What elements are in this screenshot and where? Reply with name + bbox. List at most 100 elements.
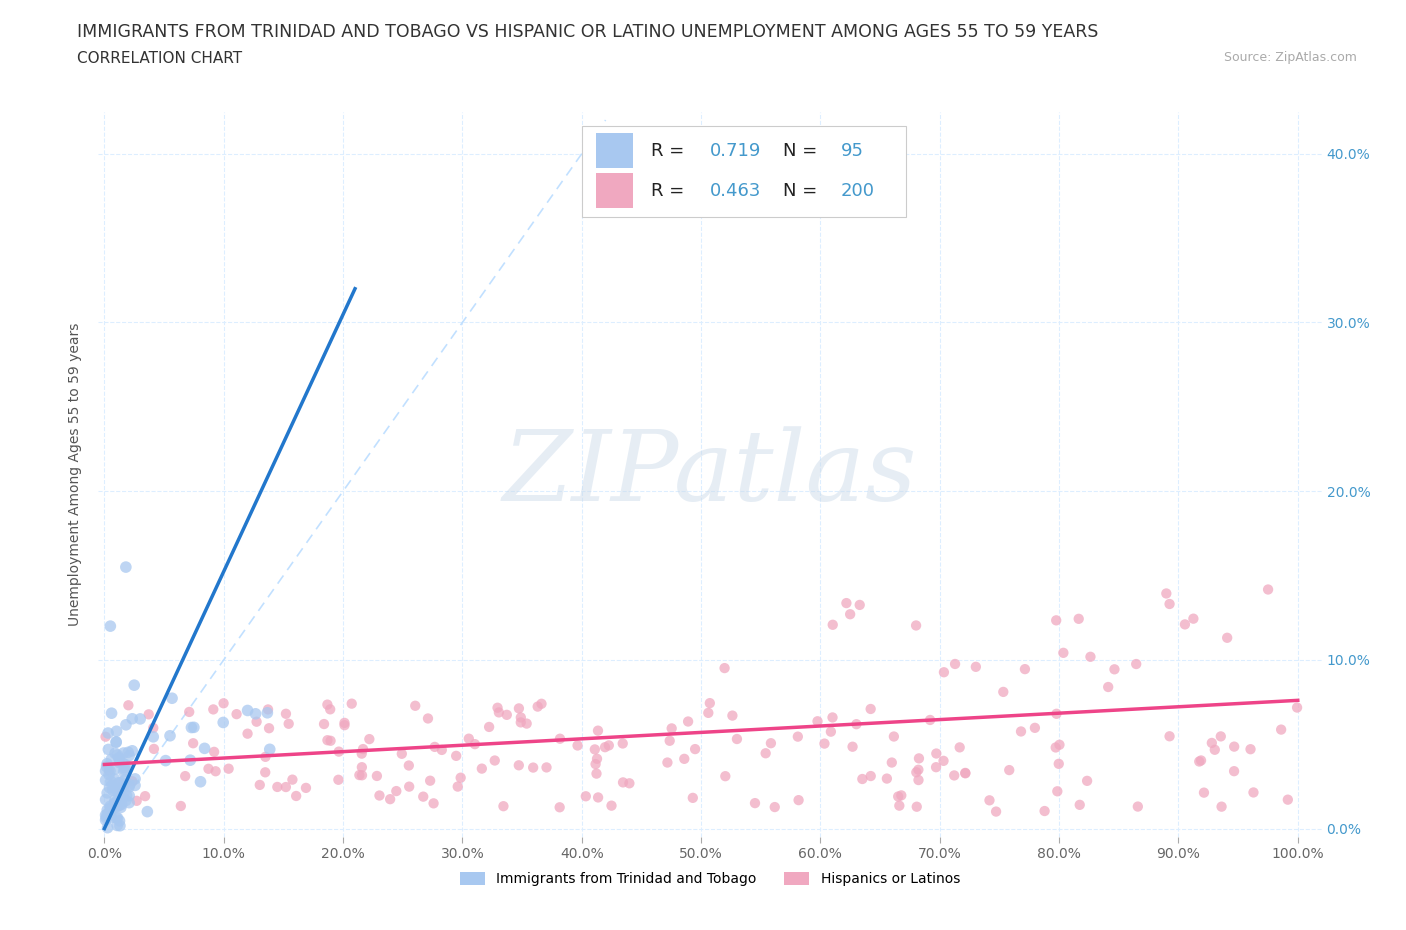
Point bbox=[350, 746, 373, 761]
Point bbox=[998, 763, 1021, 777]
Point bbox=[725, 732, 748, 747]
Point bbox=[536, 760, 558, 775]
Point bbox=[889, 798, 911, 813]
Point bbox=[98, 618, 121, 633]
Point bbox=[256, 705, 278, 720]
Point bbox=[96, 806, 118, 821]
Point bbox=[949, 740, 972, 755]
Point bbox=[905, 618, 928, 633]
Point bbox=[586, 790, 609, 804]
Point bbox=[180, 720, 202, 735]
Point bbox=[457, 731, 479, 746]
Point bbox=[1182, 611, 1205, 626]
Point bbox=[94, 764, 117, 778]
Point bbox=[218, 762, 240, 777]
Point bbox=[159, 728, 181, 743]
Point bbox=[890, 788, 912, 803]
Point bbox=[121, 743, 143, 758]
Point bbox=[1188, 754, 1211, 769]
Point bbox=[96, 820, 118, 835]
Point bbox=[118, 748, 141, 763]
Point bbox=[115, 560, 138, 575]
Point bbox=[249, 777, 271, 792]
Point bbox=[118, 795, 141, 810]
Point bbox=[1069, 797, 1091, 812]
Point bbox=[1126, 799, 1149, 814]
Point bbox=[1223, 764, 1246, 778]
Point bbox=[1052, 645, 1074, 660]
Point bbox=[96, 810, 118, 825]
Point bbox=[97, 725, 120, 740]
Point bbox=[1204, 742, 1226, 757]
Point bbox=[744, 796, 766, 811]
Point bbox=[236, 703, 259, 718]
Point bbox=[107, 748, 129, 763]
Point bbox=[1067, 611, 1090, 626]
Point bbox=[492, 799, 515, 814]
Point bbox=[181, 736, 204, 751]
Point bbox=[101, 778, 124, 793]
Point bbox=[94, 813, 117, 828]
Point bbox=[274, 779, 297, 794]
Point bbox=[108, 751, 131, 765]
Point bbox=[349, 767, 371, 782]
Point bbox=[160, 691, 183, 706]
Point bbox=[955, 765, 977, 780]
Point bbox=[333, 715, 356, 730]
Point bbox=[333, 718, 356, 733]
Point bbox=[98, 767, 121, 782]
Point bbox=[530, 697, 553, 711]
Point bbox=[111, 756, 134, 771]
Point bbox=[104, 746, 127, 761]
Y-axis label: Unemployment Among Ages 55 to 59 years: Unemployment Among Ages 55 to 59 years bbox=[69, 323, 83, 626]
Point bbox=[281, 772, 304, 787]
Point bbox=[183, 720, 205, 735]
Point bbox=[129, 711, 152, 726]
Point bbox=[96, 786, 118, 801]
Text: ZIPatlas: ZIPatlas bbox=[503, 427, 917, 522]
Point bbox=[548, 800, 571, 815]
Point bbox=[190, 775, 212, 790]
Point bbox=[352, 741, 374, 756]
Text: N =: N = bbox=[783, 181, 824, 200]
Point bbox=[673, 751, 696, 766]
Point bbox=[925, 746, 948, 761]
Point bbox=[1239, 742, 1261, 757]
Point bbox=[100, 774, 122, 789]
Point bbox=[1049, 737, 1071, 752]
Point bbox=[763, 800, 786, 815]
Point bbox=[486, 700, 509, 715]
Text: CORRELATION CHART: CORRELATION CHART bbox=[77, 51, 242, 66]
Point bbox=[97, 763, 120, 777]
Point bbox=[697, 706, 720, 721]
Point bbox=[368, 788, 391, 803]
Legend: Immigrants from Trinidad and Tobago, Hispanics or Latinos: Immigrants from Trinidad and Tobago, His… bbox=[454, 867, 966, 892]
Point bbox=[1159, 729, 1181, 744]
Point bbox=[295, 780, 318, 795]
Point bbox=[883, 729, 905, 744]
Point bbox=[111, 790, 134, 804]
Point bbox=[859, 768, 882, 783]
Point bbox=[859, 701, 882, 716]
Point bbox=[103, 796, 125, 811]
Point bbox=[1223, 739, 1246, 754]
Point bbox=[841, 739, 863, 754]
Point bbox=[600, 798, 623, 813]
Point bbox=[755, 746, 778, 761]
Point bbox=[1104, 662, 1126, 677]
Point bbox=[979, 793, 1001, 808]
Point bbox=[1192, 785, 1215, 800]
Point bbox=[266, 779, 288, 794]
Text: Source: ZipAtlas.com: Source: ZipAtlas.com bbox=[1223, 51, 1357, 64]
Point bbox=[925, 760, 948, 775]
Point bbox=[100, 752, 122, 767]
Point bbox=[350, 760, 373, 775]
Point bbox=[880, 755, 903, 770]
Point bbox=[136, 804, 159, 819]
Point bbox=[905, 764, 928, 779]
Point bbox=[813, 737, 835, 751]
Point bbox=[115, 793, 138, 808]
Point bbox=[97, 742, 120, 757]
Point bbox=[575, 789, 598, 804]
Point bbox=[312, 717, 335, 732]
